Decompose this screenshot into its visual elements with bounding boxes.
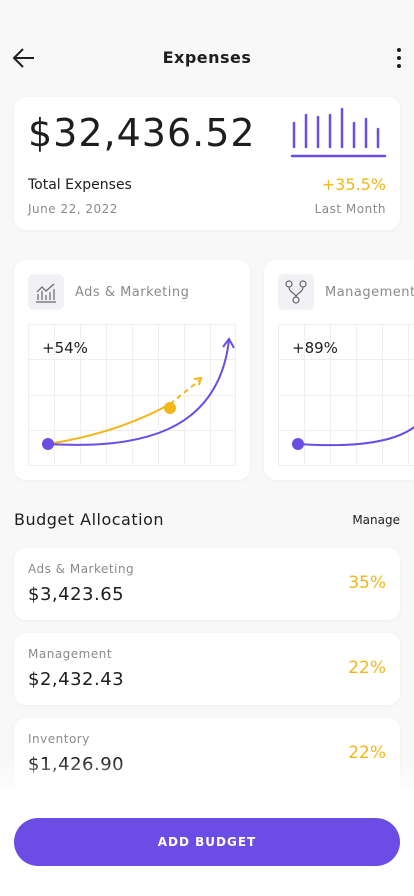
budget-item[interactable]: Management $2,432.43 22%	[14, 633, 400, 705]
add-budget-button[interactable]: ADD BUDGET	[14, 818, 400, 866]
item-name: Ads & Marketing	[28, 562, 135, 576]
total-label: Total Expenses	[28, 177, 132, 193]
item-name: Management	[28, 647, 113, 661]
date: June 22, 2022	[28, 202, 118, 216]
total-change: +35.5%	[321, 175, 386, 194]
trend-chart	[278, 324, 414, 466]
category-icon	[28, 274, 64, 310]
category-icon	[278, 274, 314, 310]
back-button[interactable]	[12, 47, 36, 69]
summary-card: $32,436.52 Total Expenses +35.5% June 22…	[14, 97, 400, 230]
section-title: Budget Allocation	[14, 510, 165, 529]
item-amount: $2,432.43	[28, 669, 125, 690]
category-name: Ads & Marketing	[75, 285, 190, 300]
category-change: +54%	[42, 339, 88, 357]
item-share: 22%	[348, 743, 386, 763]
page-title: Expenses	[162, 48, 252, 67]
item-amount: $3,423.65	[28, 584, 125, 605]
menu-button[interactable]	[394, 47, 404, 69]
category-card[interactable]: Ads & Marketing +54%	[14, 260, 250, 480]
item-share: 22%	[348, 658, 386, 678]
total-amount: $32,436.52	[28, 111, 256, 155]
category-change: +89%	[292, 339, 338, 357]
period: Last Month	[314, 202, 386, 216]
manage-link[interactable]: Manage	[352, 513, 400, 527]
category-card[interactable]: Management +89%	[264, 260, 414, 480]
item-share: 35%	[348, 573, 386, 593]
trend-chart	[28, 324, 236, 466]
item-name: Inventory	[28, 732, 90, 746]
budget-item[interactable]: Ads & Marketing $3,423.65 35%	[14, 548, 400, 620]
bars-icon	[290, 107, 387, 158]
category-name: Management	[325, 285, 414, 300]
